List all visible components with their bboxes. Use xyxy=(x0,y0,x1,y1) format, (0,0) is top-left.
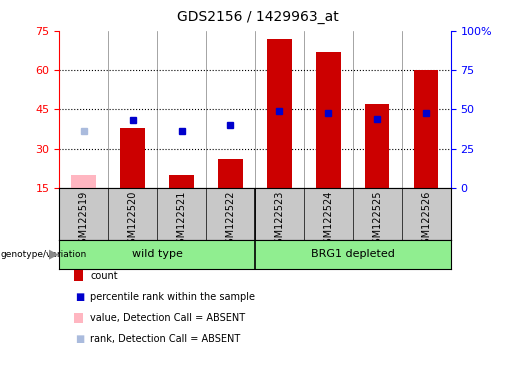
Text: GSM122522: GSM122522 xyxy=(226,191,235,250)
Text: GSM122526: GSM122526 xyxy=(421,191,431,250)
Bar xyxy=(365,104,389,188)
Text: GSM122521: GSM122521 xyxy=(177,191,186,250)
Bar xyxy=(255,240,451,269)
Text: GSM122525: GSM122525 xyxy=(372,191,382,250)
Text: count: count xyxy=(90,271,118,281)
Text: ■: ■ xyxy=(75,334,84,344)
Bar xyxy=(121,128,145,188)
Text: ▶: ▶ xyxy=(49,248,58,261)
Bar xyxy=(59,240,255,269)
Bar xyxy=(169,175,194,188)
Text: percentile rank within the sample: percentile rank within the sample xyxy=(90,292,255,302)
Text: value, Detection Call = ABSENT: value, Detection Call = ABSENT xyxy=(90,313,245,323)
Text: GSM122519: GSM122519 xyxy=(79,191,89,250)
Text: GSM122520: GSM122520 xyxy=(128,191,138,250)
Bar xyxy=(267,39,291,188)
Text: genotype/variation: genotype/variation xyxy=(1,250,87,259)
Text: BRG1 depleted: BRG1 depleted xyxy=(311,249,394,260)
Text: GSM122524: GSM122524 xyxy=(323,191,333,250)
Bar xyxy=(218,159,243,188)
Bar xyxy=(316,52,340,188)
Text: rank, Detection Call = ABSENT: rank, Detection Call = ABSENT xyxy=(90,334,241,344)
Text: GSM122523: GSM122523 xyxy=(274,191,284,250)
Bar xyxy=(72,175,96,188)
Text: ■: ■ xyxy=(75,292,84,302)
Text: wild type: wild type xyxy=(132,249,182,260)
Text: GDS2156 / 1429963_at: GDS2156 / 1429963_at xyxy=(177,10,338,23)
Bar xyxy=(414,70,438,188)
